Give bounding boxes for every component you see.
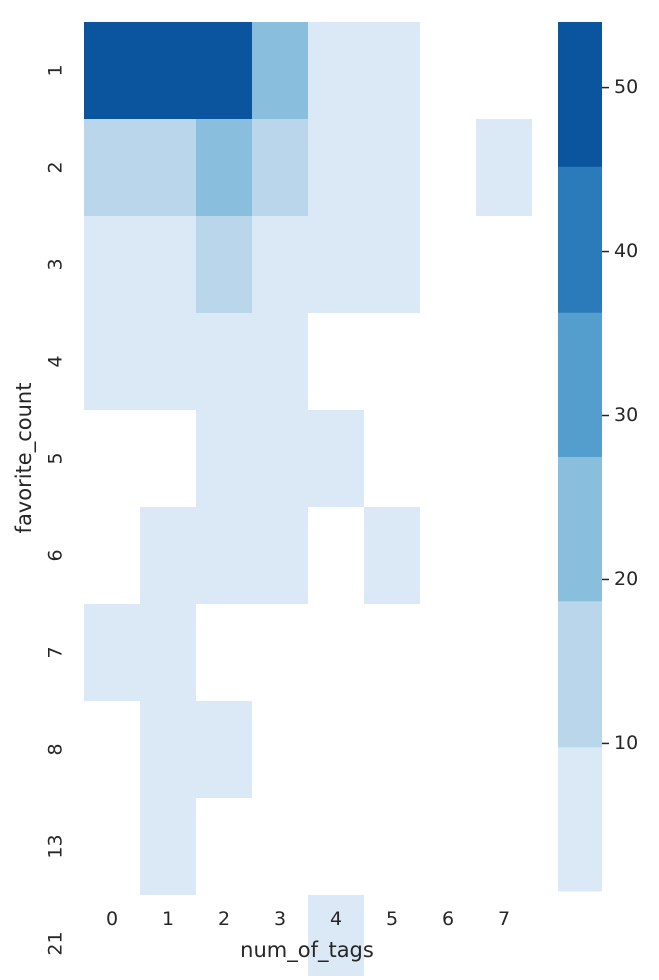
heatmap-cell [84,313,140,410]
colorbar-tick-label: 20 [614,568,638,590]
colorbar-tick-label: 50 [614,76,638,98]
x-tick-label: 5 [386,908,398,930]
heatmap-cell [308,119,364,216]
x-tick-label: 4 [330,908,342,930]
heatmap-cell [84,604,140,701]
colorbar-segment [558,456,602,602]
colorbar-segment [558,600,602,748]
heatmap-cell [252,119,308,216]
heatmap-cell [308,216,364,313]
colorbar-segment [558,312,602,457]
heatmap-cell [140,604,196,701]
heatmap-cell [364,216,420,313]
x-tick-label: 1 [162,908,174,930]
heatmap-cell [364,507,420,604]
heatmap-cell [84,22,140,119]
colorbar-tick-label: 10 [614,732,638,754]
heatmap-cell [196,119,252,216]
colorbar-tick-label: 30 [614,404,638,426]
heatmap-cell [84,119,140,216]
colorbar-segment [558,746,602,892]
x-tick-label: 0 [106,908,118,930]
heatmap-cell [196,507,252,604]
heatmap-cell [140,119,196,216]
heatmap-cell [252,507,308,604]
heatmap-cell [364,119,420,216]
y-tick-label: 4 [45,355,67,367]
y-tick-label: 7 [45,646,67,658]
heatmap-cell [252,216,308,313]
heatmap-cell [84,216,140,313]
colorbar-ticks: 10 20 30 40 50 [602,76,638,754]
y-tick-label: 6 [45,549,67,561]
y-tick-label: 13 [45,834,67,858]
colorbar [558,22,602,892]
y-tick-label: 5 [45,452,67,464]
x-tick-label: 3 [274,908,286,930]
heatmap-cell [364,22,420,119]
heatmap-cell [196,216,252,313]
x-tick-labels: 0 1 2 3 4 5 6 7 [106,908,510,930]
y-tick-label: 8 [45,743,67,755]
heatmap-cell [252,22,308,119]
heatmap-cell [140,798,196,895]
heatmap-cell [196,22,252,119]
heatmap-cell [140,216,196,313]
y-axis-label: favorite_count [12,383,37,534]
y-tick-label: 1 [45,64,67,76]
heatmap-cell [308,22,364,119]
y-tick-label: 2 [45,161,67,173]
x-tick-label: 2 [218,908,230,930]
heatmap-cell [140,313,196,410]
x-tick-label: 6 [442,908,454,930]
heatmap-cell [196,701,252,798]
heatmap-cell [140,701,196,798]
x-tick-label: 7 [498,908,510,930]
heatmap-cells [84,22,532,980]
heatmap-cell [308,895,364,980]
heatmap-cell [140,22,196,119]
heatmap-cell [196,313,252,410]
colorbar-tick-label: 40 [614,240,638,262]
heatmap-cell [308,410,364,507]
y-tick-label: 21 [45,931,67,955]
heatmap-cell [140,507,196,604]
colorbar-segment [558,22,602,167]
heatmap-cell [252,410,308,507]
heatmap-cell [196,410,252,507]
heatmap-cell [252,313,308,410]
y-tick-label: 3 [45,258,67,270]
x-axis-label: num_of_tags [240,938,374,963]
y-tick-labels: 1 2 3 4 5 6 7 8 13 21 [45,64,67,955]
heatmap-cell [476,119,532,216]
colorbar-segment [558,166,602,313]
